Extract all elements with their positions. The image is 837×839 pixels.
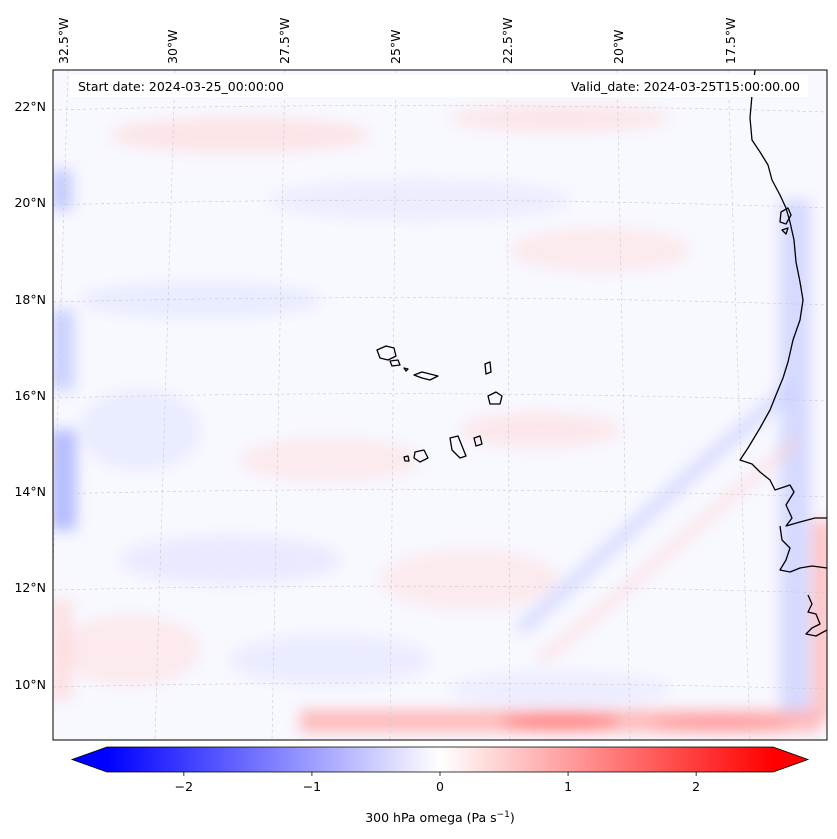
start-date-label: Start date: 2024-03-25_00:00:00 <box>78 79 284 94</box>
colorbar-ticks: −2 −1 0 1 2 <box>175 772 700 794</box>
gridline-lat <box>53 199 827 209</box>
omega-edge-left <box>53 600 72 700</box>
gridline-lat <box>53 393 827 402</box>
omega-blotch <box>510 228 690 272</box>
gridline-lon <box>154 70 176 740</box>
omega-edge-left <box>53 310 74 390</box>
omega-blotch <box>240 438 420 482</box>
omega-blotch <box>80 282 320 318</box>
lon-label: 20°W <box>611 29 626 64</box>
lat-label: 20°N <box>14 195 46 210</box>
lon-label: 32.5°W <box>56 18 71 64</box>
lat-label: 12°N <box>14 580 46 595</box>
lon-label: 17.5°W <box>723 18 738 64</box>
omega-edge-left <box>53 170 72 210</box>
lat-label: 22°N <box>14 99 46 114</box>
colorbar-extend-high <box>773 747 808 772</box>
omega-field <box>53 104 827 732</box>
omega-bottom-peak <box>650 716 790 732</box>
gridlines <box>53 70 827 740</box>
omega-blotch <box>120 536 340 584</box>
colorbar-outline <box>70 746 810 773</box>
gridline-lon <box>616 70 631 740</box>
lon-label: 25°W <box>388 29 403 64</box>
omega-diagonal-streak <box>515 384 795 636</box>
coastal-island <box>779 207 792 225</box>
cape-verde-island-sao-nicolau <box>413 371 439 381</box>
gridline-lat <box>53 585 827 594</box>
colorbar-tick-label: −1 <box>303 779 321 794</box>
colorbar-gradient <box>107 747 773 772</box>
lon-label: 27.5°W <box>277 18 292 64</box>
gridline-lon <box>389 70 397 740</box>
land-outlines <box>376 70 827 637</box>
cape-verde-island-santo-antao <box>376 345 397 361</box>
omega-blotch <box>80 390 200 470</box>
cape-verde-island-maio <box>473 435 483 447</box>
omega-blotch <box>230 635 430 685</box>
lon-label: 30°W <box>165 29 180 64</box>
cape-verde-island-brava <box>403 455 410 462</box>
omega-bottom-peak <box>500 714 620 730</box>
omega-blotch <box>110 117 370 153</box>
omega-edge-left <box>53 430 76 530</box>
gridline-lon <box>727 70 751 740</box>
cape-verde-island-sao-vicente <box>389 359 401 367</box>
gridline-lat <box>53 489 827 498</box>
cape-verde-island-santa-luzia <box>403 367 409 372</box>
cape-verde-island-sal <box>484 361 492 375</box>
omega-blotch <box>380 550 560 610</box>
gridline-lat <box>53 297 827 306</box>
valid-date-label: Valid_date: 2024-03-25T15:00:00.00 <box>571 79 800 94</box>
omega-edge-right <box>812 520 827 720</box>
lat-label: 16°N <box>14 388 46 403</box>
omega-blotch <box>450 104 670 132</box>
colorbar: −2 −1 0 1 2 300 hPa omega (Pa s−1) <box>70 746 810 825</box>
gridline-lat <box>53 682 827 690</box>
omega-blotch <box>450 672 670 708</box>
gridline-lon <box>506 70 511 740</box>
lat-label: 18°N <box>14 292 46 307</box>
colorbar-extend-low <box>72 747 107 772</box>
latitude-labels: 22°N 20°N 18°N 16°N 14°N 12°N 10°N <box>14 99 46 692</box>
lon-label: 22.5°W <box>500 18 515 64</box>
cape-verde-island-santiago <box>449 435 467 459</box>
map-panel: Start date: 2024-03-25_00:00:00 Valid_da… <box>52 69 828 741</box>
omega-blotch <box>60 615 200 685</box>
lat-label: 14°N <box>14 484 46 499</box>
gridline-lat <box>53 105 827 113</box>
longitude-labels: 32.5°W 30°W 27.5°W 25°W 22.5°W 20°W 17.5… <box>56 18 738 64</box>
omega-blotch <box>460 412 620 448</box>
omega-diagonal-streak <box>536 436 804 664</box>
info-banner <box>70 75 808 97</box>
lat-label: 10°N <box>14 677 46 692</box>
west-african-coastline <box>739 70 827 637</box>
colorbar-tick-label: 0 <box>436 779 444 794</box>
omega-edge-right <box>780 200 810 720</box>
map-frame <box>52 69 828 741</box>
colorbar-tick-label: 1 <box>564 779 572 794</box>
cape-verde-island-boa-vista <box>487 391 503 405</box>
gridline-lon <box>271 70 286 740</box>
colorbar-label: 300 hPa omega (Pa s−1) <box>365 810 515 825</box>
cape-verde-island-fogo <box>413 449 429 463</box>
colorbar-tick-label: −2 <box>175 779 193 794</box>
colorbar-tick-label: 2 <box>692 779 700 794</box>
coastal-island <box>781 227 789 235</box>
